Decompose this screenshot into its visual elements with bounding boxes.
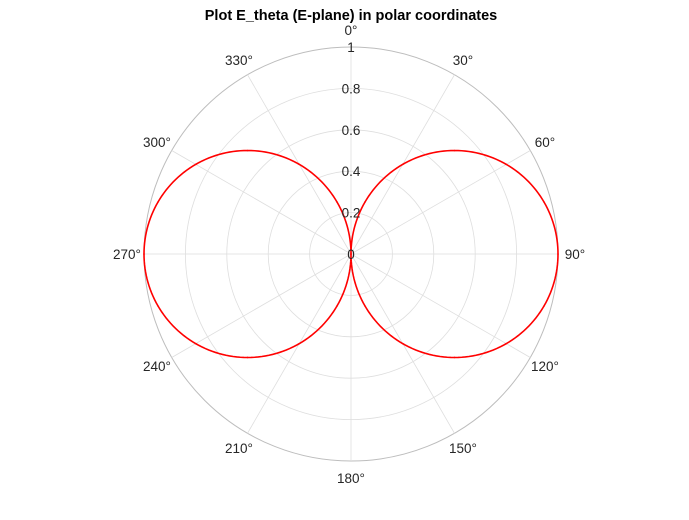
series-point: [350, 253, 352, 255]
series-point: [401, 163, 404, 166]
r-tick-label: 0.6: [342, 123, 361, 138]
theta-tick-label: 300°: [143, 135, 171, 150]
series-point: [194, 342, 197, 345]
series-point: [246, 149, 249, 152]
theta-tick-label: 60°: [535, 135, 555, 150]
r-tick-label: 0.4: [342, 164, 361, 179]
r-tick-label: 0.2: [342, 206, 361, 221]
theta-tick-label: 150°: [449, 441, 477, 456]
series-point: [505, 342, 508, 345]
theta-tick-label: 210°: [225, 441, 253, 456]
r-tick-label: 0.8: [342, 81, 361, 96]
theta-grid-line: [171, 253, 352, 358]
theta-grid-line: [350, 253, 531, 358]
theta-tick-label: 240°: [143, 359, 171, 374]
series-point: [298, 342, 301, 345]
series-layer: [143, 149, 559, 359]
series-point: [157, 304, 159, 307]
series-point: [557, 253, 559, 255]
series-point: [336, 304, 338, 307]
series-point: [453, 149, 456, 152]
theta-grid-line: [171, 150, 352, 255]
theta-tick-label: 90°: [565, 247, 585, 262]
series-point: [505, 163, 508, 166]
series-point: [401, 342, 404, 345]
theta-tick-label: 30°: [453, 53, 473, 68]
r-tick-label: 0: [347, 247, 355, 262]
series-point: [246, 356, 249, 359]
label-layer: 0° 30° 60° 90° 120° 150° 180° 210° 240° 270° 300° 3…: [113, 23, 585, 486]
theta-tick-label: 180°: [337, 471, 365, 486]
series-point: [194, 163, 197, 166]
series-point: [543, 201, 545, 204]
r-tick-label: 1: [347, 40, 355, 55]
theta-tick-label: 270°: [113, 247, 141, 262]
series-point: [364, 201, 366, 204]
series-point: [543, 304, 545, 307]
series-point: [453, 356, 456, 359]
theta-tick-label: 330°: [225, 53, 253, 68]
series-point: [298, 163, 301, 166]
theta-grid-line: [350, 150, 531, 255]
series-point: [143, 253, 145, 255]
theta-tick-label: 120°: [531, 359, 559, 374]
series-point: [336, 201, 338, 204]
series-point: [364, 304, 366, 307]
theta-tick-label: 0°: [345, 23, 358, 38]
series-point: [157, 201, 159, 204]
chart-title: Plot E_theta (E-plane) in polar coordina…: [205, 8, 497, 24]
